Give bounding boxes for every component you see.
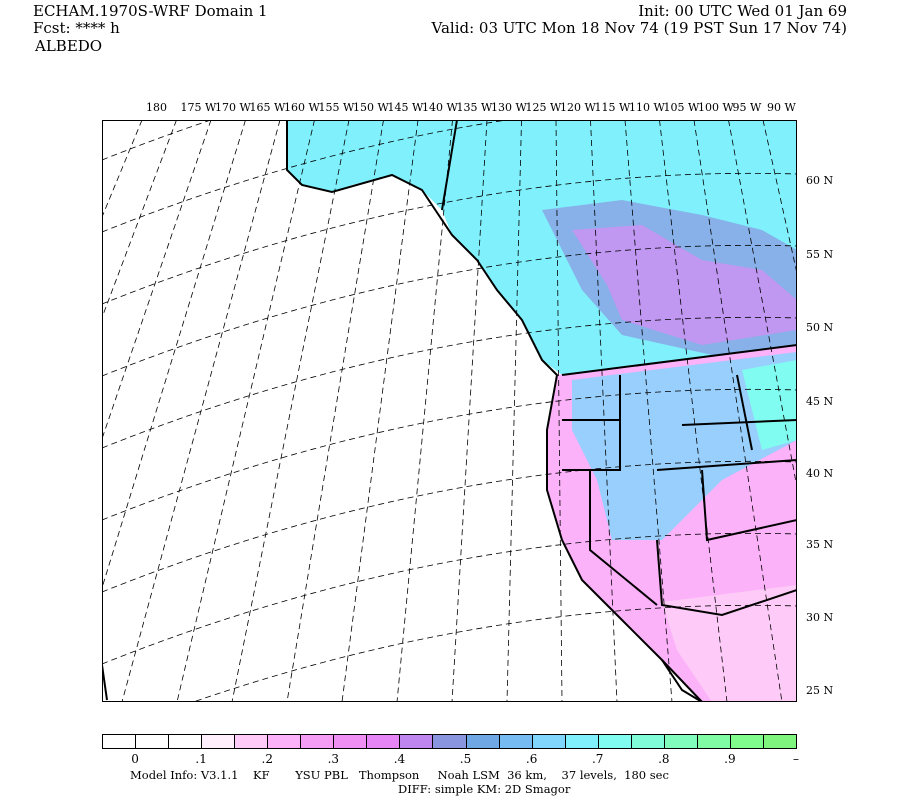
land-mexico: [662, 585, 797, 702]
colorbar-swatch: [432, 734, 467, 749]
colorbar-swatch: [300, 734, 335, 749]
latitude-line: [102, 120, 510, 233]
longitude-label: 180: [146, 101, 167, 114]
longitude-line: [396, 120, 453, 702]
longitude-label: 90 W: [767, 101, 796, 114]
colorbar-label: .7: [591, 752, 604, 766]
forecast-hour: Fcst: **** h: [33, 19, 120, 37]
latitude-line: [102, 244, 797, 377]
init-time: Init: 00 UTC Wed 01 Jan 69: [638, 2, 847, 20]
colorbar-swatch: [234, 734, 269, 749]
longitude-line: [231, 120, 350, 702]
latitude-line: [102, 120, 213, 161]
latitude-label: 25 N: [806, 684, 834, 697]
colorbar-swatch: [498, 734, 533, 749]
longitude-line: [590, 120, 618, 702]
longitude-line: [451, 120, 488, 702]
colorbar-swatch: [762, 734, 797, 749]
longitude-line: [624, 120, 673, 702]
longitude-line: [286, 120, 384, 702]
longitude-label: 115 W: [594, 101, 631, 114]
longitude-label: 140 W: [422, 101, 458, 114]
latitude-label: 60 N: [806, 174, 834, 187]
colorbar-swatch: [201, 734, 236, 749]
longitude-label: 175 W: [180, 101, 217, 114]
colorbar-label: –: [793, 752, 799, 766]
latitude-label: 40 N: [806, 467, 834, 480]
map-frame: [102, 120, 797, 702]
colorbar-swatch: [465, 734, 500, 749]
region-plains-cyan: [742, 360, 797, 450]
longitude-label: 170 W: [215, 101, 251, 114]
longitude-label: 155 W: [318, 101, 355, 114]
longitude-line: [659, 120, 728, 702]
longitude-line: [102, 120, 212, 441]
colorbar-label: .5: [459, 752, 472, 766]
colorbar-swatch: [267, 734, 302, 749]
plot-title: ECHAM.1970S-WRF Domain 1: [33, 2, 268, 20]
colorbar-swatch: [597, 734, 632, 749]
longitude-label: 110 W: [629, 101, 665, 114]
colorbar-swatch: [135, 734, 170, 749]
graticule: [102, 120, 797, 702]
colorbar-label: .1: [195, 752, 207, 766]
colorbar-swatch: [102, 734, 137, 749]
longitude-label: 150 W: [353, 101, 389, 114]
longitude-label: 100 W: [698, 101, 734, 114]
colorbar-swatch: [696, 734, 731, 749]
diff-info: DIFF: simple KM: 2D Smagor: [398, 782, 571, 796]
longitude-line: [693, 120, 783, 702]
latitude-label: 55 N: [806, 248, 834, 261]
region-us-cyan: [572, 352, 797, 540]
latitude-label: 30 N: [806, 611, 834, 624]
latitude-line: [102, 532, 797, 665]
longitude-line: [341, 120, 419, 702]
colorbar-label: .8: [658, 752, 670, 766]
longitude-label: 130 W: [491, 101, 527, 114]
colorbar-label: .6: [525, 752, 538, 766]
colorbar-swatch: [531, 734, 566, 749]
colorbar-swatch: [663, 734, 698, 749]
colorbar-swatch: [399, 734, 434, 749]
colorbar-label: 0: [131, 752, 139, 766]
longitude-line: [102, 120, 177, 319]
region-purple: [572, 225, 797, 345]
colorbar-label: .3: [327, 752, 340, 766]
valid-time: Valid: 03 UTC Mon 18 Nov 74 (19 PST Sun …: [431, 19, 848, 37]
latitude-line: [102, 172, 797, 305]
longitude-line: [102, 120, 246, 590]
colorbar-swatch: [366, 734, 401, 749]
longitude-line: [555, 120, 563, 702]
colorbar-label: .9: [724, 752, 736, 766]
longitude-line: [506, 120, 522, 702]
colorbar-swatch: [630, 734, 665, 749]
field-name: ALBEDO: [35, 37, 103, 55]
colorbar-swatch: [564, 734, 599, 749]
longitude-label: 165 W: [249, 101, 286, 114]
colorbar-swatch: [333, 734, 368, 749]
longitude-line: [121, 120, 281, 702]
longitude-label: 105 W: [663, 101, 700, 114]
longitude-label: 160 W: [284, 101, 320, 114]
longitude-label: 95 W: [732, 101, 762, 114]
colorbar-label: .2: [261, 752, 273, 766]
latitude-label: 50 N: [806, 321, 834, 334]
latitude-line: [192, 604, 797, 702]
latitude-label: 35 N: [806, 538, 834, 551]
longitude-label: 120 W: [560, 101, 596, 114]
colorbar-swatch: [729, 734, 764, 749]
latitude-label: 45 N: [806, 395, 834, 408]
longitude-label: 145 W: [387, 101, 424, 114]
model-info: Model Info: V3.1.1 KF YSU PBL Thompson N…: [130, 768, 669, 782]
latitude-line: [102, 388, 797, 521]
albedo-map: [102, 120, 797, 702]
colorbar-swatch: [168, 734, 203, 749]
longitude-label: 135 W: [456, 101, 493, 114]
colorbar-label: .4: [393, 752, 406, 766]
longitude-label: 125 W: [525, 101, 562, 114]
